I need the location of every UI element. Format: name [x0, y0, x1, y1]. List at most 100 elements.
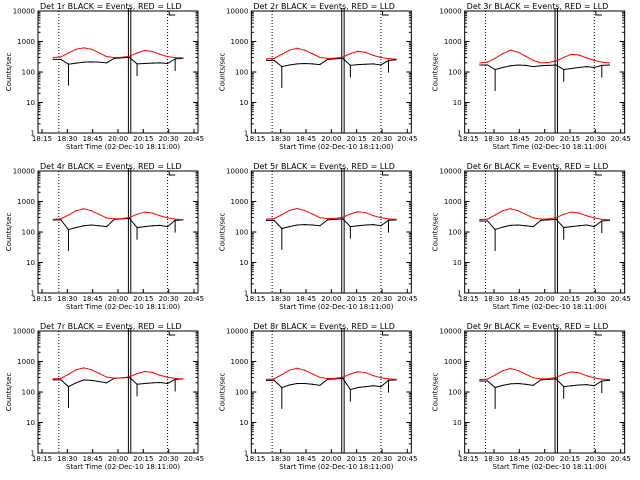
- data-point-events: [555, 218, 557, 220]
- y-tick-label: 1: [244, 450, 248, 458]
- x-tick-label: 20:00: [108, 295, 128, 303]
- x-tick-label: 18:45: [83, 135, 103, 143]
- x-tick-label: 18:45: [296, 135, 316, 143]
- y-tick-label: 10000: [13, 328, 35, 336]
- panel-title: Det 2r BLACK = Events, RED = LLD: [253, 2, 395, 11]
- data-point-events: [60, 58, 62, 60]
- data-point-events: [326, 219, 329, 221]
- data-point-events: [380, 386, 382, 388]
- x-tick-label: 18:30: [484, 135, 504, 143]
- data-point-lld: [578, 54, 580, 56]
- data-point-lld: [395, 58, 397, 60]
- data-point-events: [342, 218, 344, 220]
- series-line-events: [266, 377, 397, 391]
- data-point-events: [525, 64, 527, 66]
- data-point-events: [304, 382, 306, 385]
- x-axis-label: Start Time (02-Dec-10 18:11:00): [493, 463, 607, 471]
- data-point-events: [128, 217, 131, 219]
- data-point-events: [570, 226, 572, 228]
- data-point-lld: [166, 55, 169, 58]
- data-point-lld: [182, 57, 184, 59]
- y-tick-label: 10: [239, 419, 248, 427]
- x-axis-label: Start Time (02-Dec-10 18:11:00): [279, 303, 393, 311]
- data-point-lld: [128, 55, 131, 57]
- data-point-lld: [357, 371, 359, 373]
- data-point-lld: [372, 54, 374, 57]
- x-axis-label: Start Time (02-Dec-10 18:11:00): [279, 143, 393, 151]
- data-point-lld: [159, 53, 161, 55]
- x-tick-label: 20:45: [611, 295, 631, 303]
- data-point-lld: [265, 58, 268, 60]
- data-point-events: [365, 386, 367, 388]
- panel-title: Det 3r BLACK = Events, RED = LLD: [467, 2, 609, 11]
- data-point-events: [52, 58, 54, 60]
- data-point-lld: [304, 369, 306, 371]
- panel-det-8: Det 8r BLACK = Events, RED = LLD 1 10 100 10…: [218, 322, 417, 471]
- data-point-events: [585, 224, 588, 226]
- data-point-events: [509, 224, 511, 226]
- data-point-lld: [486, 61, 489, 63]
- data-point-lld: [174, 56, 176, 59]
- data-point-lld: [593, 377, 595, 379]
- data-point-lld: [502, 53, 504, 55]
- data-point-events: [517, 224, 519, 226]
- x-tick-label: 20:30: [585, 295, 605, 303]
- data-point-lld: [342, 376, 344, 378]
- data-point-lld: [136, 52, 138, 54]
- series-line-events: [479, 378, 610, 389]
- data-point-events: [357, 225, 359, 227]
- x-tick-label: 20:30: [372, 295, 392, 303]
- x-tick-label: 18:30: [57, 295, 77, 303]
- y-axis-label: Counts/sec: [5, 373, 13, 412]
- data-point-lld: [174, 377, 176, 379]
- x-tick-label: 20:15: [347, 455, 367, 463]
- data-point-events: [540, 379, 542, 381]
- data-point-events: [144, 62, 146, 65]
- data-point-events: [525, 225, 527, 227]
- x-tick-label: 18:30: [271, 135, 291, 143]
- x-axis-label: Start Time (02-Dec-10 18:11:00): [493, 143, 607, 151]
- y-tick-label: 1: [31, 130, 35, 138]
- data-point-lld: [90, 48, 92, 50]
- y-axis-label: Counts/sec: [432, 373, 440, 412]
- data-point-events: [52, 379, 54, 381]
- data-point-events: [105, 62, 108, 64]
- data-point-events: [105, 226, 108, 228]
- series-line-lld: [479, 367, 610, 381]
- series-line-events: [266, 57, 397, 68]
- data-point-lld: [547, 218, 550, 220]
- y-tick-label: 1: [31, 290, 35, 298]
- data-point-lld: [380, 56, 382, 59]
- data-point-events: [83, 225, 85, 227]
- series-line-lld: [266, 47, 397, 60]
- top-step-mark: [382, 171, 389, 176]
- data-point-lld: [479, 62, 481, 64]
- data-point-events: [319, 225, 321, 227]
- data-point-lld: [105, 55, 108, 58]
- data-point-lld: [75, 48, 77, 50]
- data-point-events: [509, 383, 511, 385]
- data-point-lld: [121, 377, 123, 379]
- x-tick-label: 20:00: [321, 295, 341, 303]
- data-point-lld: [365, 51, 367, 53]
- data-point-lld: [395, 218, 397, 220]
- data-point-lld: [486, 218, 489, 220]
- x-tick-label: 18:30: [271, 295, 291, 303]
- y-axis-label: Counts/sec: [218, 53, 226, 92]
- data-point-lld: [281, 53, 283, 55]
- x-axis-label: Start Time (02-Dec-10 18:11:00): [66, 143, 180, 151]
- panel-det-9: Det 9r BLACK = Events, RED = LLD 1 10 100 10…: [432, 322, 631, 471]
- data-point-lld: [121, 218, 123, 220]
- data-point-events: [555, 64, 557, 66]
- x-tick-label: 20:00: [535, 295, 555, 303]
- data-point-lld: [83, 47, 85, 49]
- data-point-lld: [311, 53, 313, 55]
- data-point-lld: [578, 212, 580, 214]
- data-point-lld: [601, 61, 603, 63]
- data-point-events: [288, 384, 291, 386]
- data-point-lld: [144, 49, 146, 52]
- data-point-events: [60, 219, 62, 221]
- y-tick-label: 100: [22, 69, 35, 77]
- data-point-lld: [593, 217, 595, 219]
- data-point-events: [151, 225, 153, 227]
